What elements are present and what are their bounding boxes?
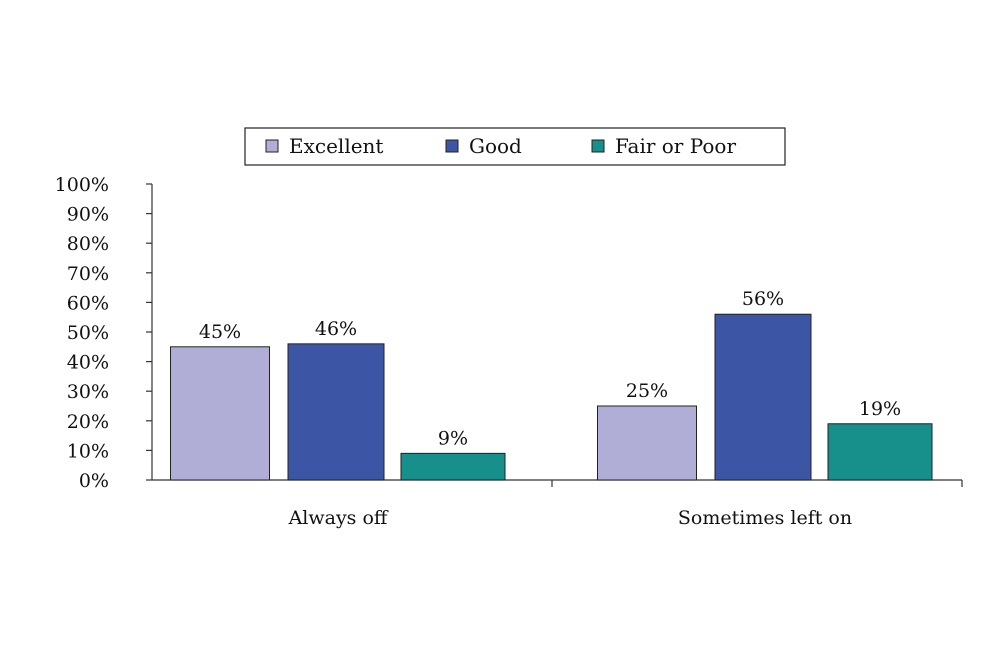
legend: Excellent Good Fair or Poor <box>244 127 786 166</box>
data-label: 46% <box>315 318 357 340</box>
y-tick-label: 10% <box>67 440 109 462</box>
y-tick-label: 70% <box>67 263 109 285</box>
bar-fair-or-poor-sometimes-left-on <box>827 423 933 481</box>
axes: 0% 10% 20% 30% 40% 50% 60% 70% 80% 90% 100% Always … <box>55 174 963 529</box>
x-category-label: Always off <box>288 507 389 529</box>
legend-label-good: Good <box>469 134 522 158</box>
data-label: 25% <box>626 380 668 402</box>
y-tick-label: 80% <box>67 233 109 255</box>
y-tick-label: 50% <box>67 322 109 344</box>
y-tick-label: 20% <box>67 411 109 433</box>
y-tick-label: 30% <box>67 381 109 403</box>
y-tick-label: 100% <box>55 174 109 196</box>
legend-label-fair-or-poor: Fair or Poor <box>615 134 736 158</box>
x-category-label: Sometimes left on <box>678 507 852 529</box>
data-label: 45% <box>199 321 241 343</box>
y-tick-label: 40% <box>67 352 109 374</box>
y-tick-label: 0% <box>79 470 109 492</box>
legend-swatch-excellent <box>265 139 279 153</box>
legend-swatch-fair-or-poor <box>591 139 605 153</box>
data-label: 19% <box>859 398 901 420</box>
data-labels: 45% 25% 46% 56% 9% 19% <box>199 288 901 449</box>
legend-swatch-good <box>445 139 459 153</box>
bar-good-always-off <box>287 343 385 481</box>
bar-excellent-always-off <box>170 346 270 481</box>
bar-good-sometimes-left-on <box>714 313 812 481</box>
y-tick-label: 60% <box>67 292 109 314</box>
legend-box <box>244 127 786 166</box>
bar-fair-or-poor-always-off <box>400 452 506 481</box>
y-tick-label: 90% <box>67 204 109 226</box>
bars <box>170 313 933 481</box>
bar-excellent-sometimes-left-on <box>597 405 697 481</box>
data-label: 56% <box>742 288 784 310</box>
legend-label-excellent: Excellent <box>289 134 383 158</box>
data-label: 9% <box>438 427 468 449</box>
